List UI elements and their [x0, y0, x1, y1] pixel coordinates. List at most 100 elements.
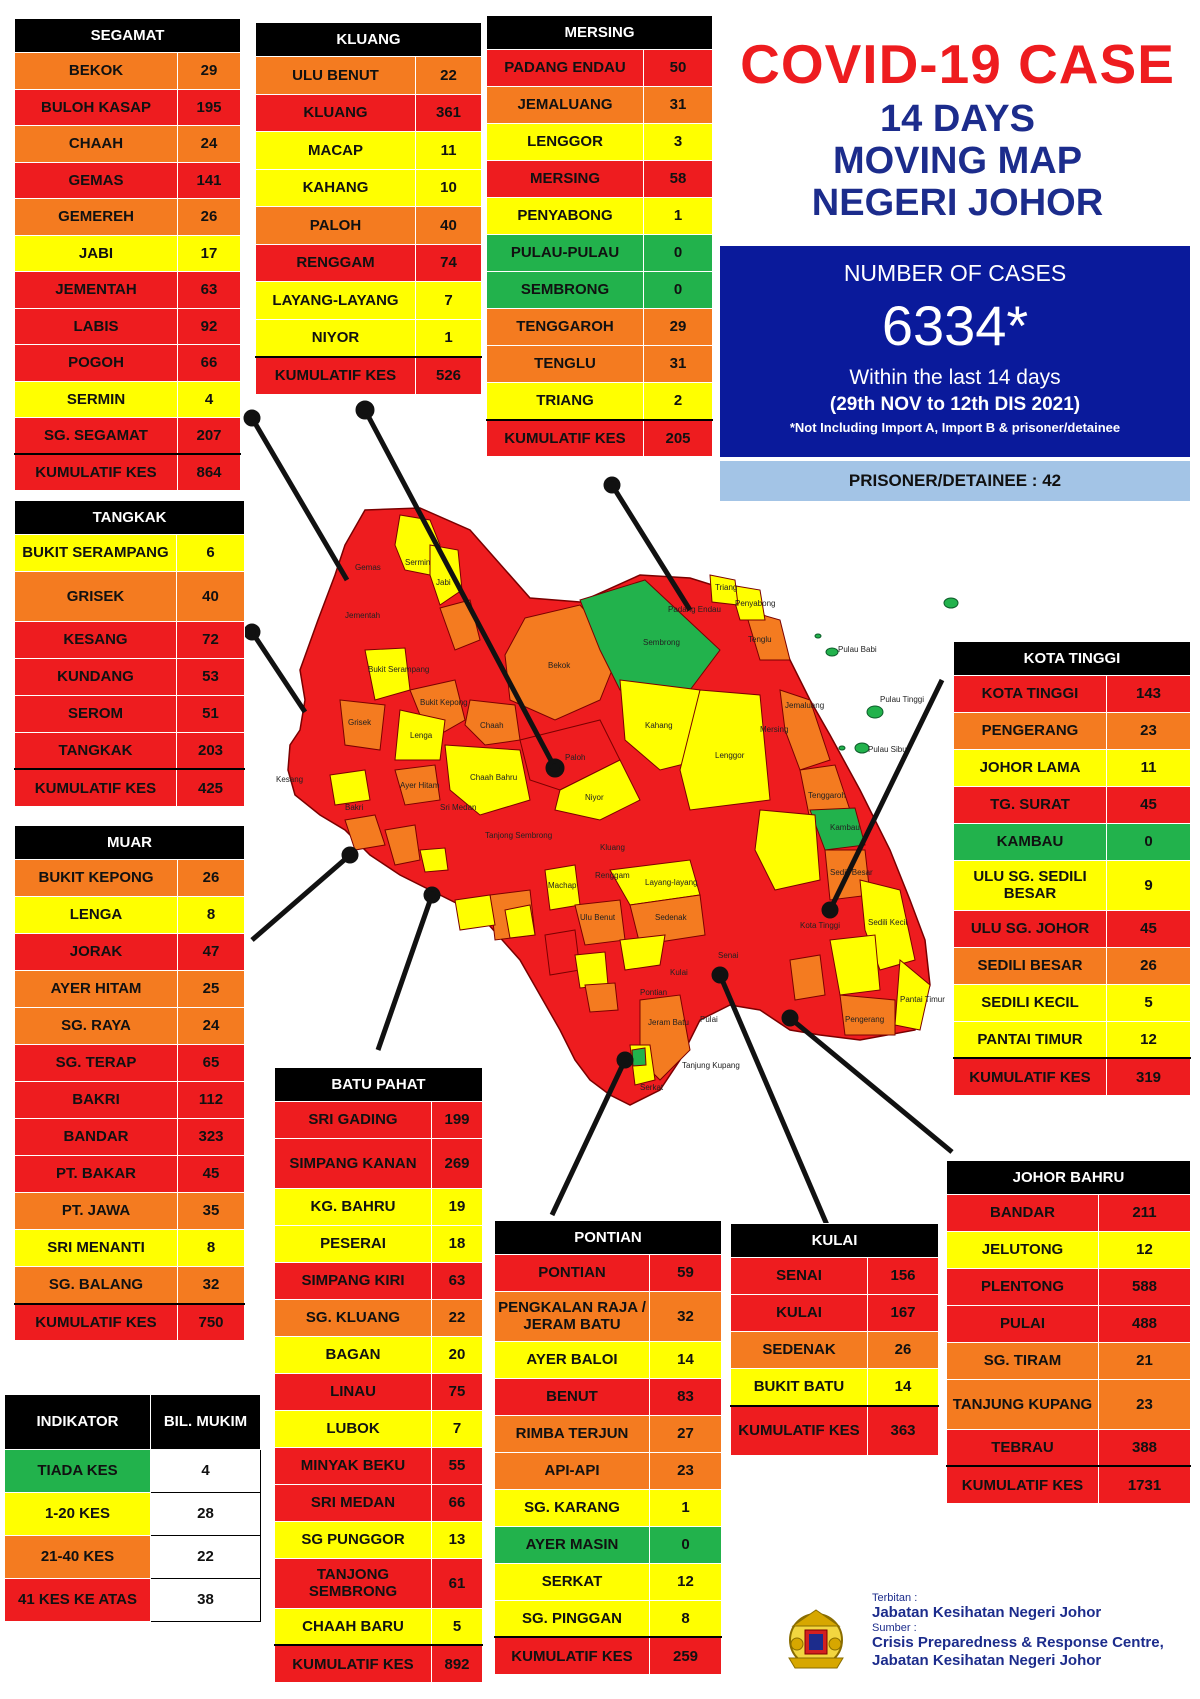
johor-crest-icon [788, 1609, 844, 1669]
mukim-row: BANDAR 323 [14, 1118, 245, 1156]
mukim-row: SG. RAYA 24 [14, 1007, 245, 1045]
mukim-name: KUMULATIF KES [14, 453, 178, 491]
region-macap[interactable] [544, 864, 581, 911]
region-lubok[interactable] [419, 847, 449, 873]
region-lenggor[interactable] [679, 689, 771, 811]
mukim-case-count: 23 [1098, 1379, 1191, 1430]
region-ayer-baloi[interactable] [574, 951, 609, 989]
source-line-1: Crisis Preparedness & Response Centre, [872, 1634, 1164, 1651]
region-kahang[interactable] [619, 679, 701, 771]
mukim-case-count: 11 [414, 131, 483, 170]
mukim-name: RIMBA TERJUN [494, 1414, 650, 1453]
mukim-row: POGOH 66 [14, 344, 242, 382]
mukim-case-count: 18 [431, 1224, 483, 1263]
region-ayer-masin[interactable] [631, 1047, 647, 1067]
district-title: KOTA TINGGI [952, 641, 1192, 676]
legend-count-41-plus: 38 [150, 1578, 261, 1622]
mukim-name: TANJONG SEMBRONG [274, 1557, 432, 1609]
mukim-row: JEMALUANG 31 [486, 86, 714, 124]
region-pengerang[interactable] [839, 994, 896, 1036]
mukim-case-count: 26 [177, 859, 245, 897]
mukim-case-count: 23 [1105, 712, 1192, 750]
region-bukit-batu[interactable] [619, 934, 666, 971]
region-tenglu[interactable] [744, 609, 791, 661]
mukim-row: KOTA TINGGI 143 [953, 675, 1192, 713]
mukim-case-count: 8 [649, 1599, 722, 1638]
mukim-name: TENGGAROH [486, 308, 644, 346]
mukim-row: PULAU-PULAU 0 [486, 234, 714, 272]
mukim-name: SG. RAYA [14, 1007, 178, 1045]
map-label-pulau-babi: Pulau Babi [838, 645, 877, 654]
island-pulau-babi [825, 647, 839, 657]
region-triang[interactable] [709, 574, 739, 606]
mukim-name: TEBRAU [946, 1428, 1099, 1467]
mukim-name: SG. BALANG [14, 1266, 178, 1304]
mukim-row: MACAP 11 [255, 131, 483, 170]
mukim-name: BULOH KASAP [14, 88, 178, 126]
mukim-name: PENGKALAN RAJA / JERAM BATU [494, 1291, 650, 1342]
mukim-case-count: 156 [866, 1257, 940, 1295]
table-kota-tinggi: KOTA TINGGI KOTA TINGGI 143 PENGERANG 23 JOHO… [952, 641, 1192, 1096]
mukim-name: NIYOR [255, 318, 416, 357]
mukim-name: SG. TIRAM [946, 1342, 1099, 1380]
mukim-row: SRI MENANTI 8 [14, 1229, 245, 1267]
mukim-name: SG. KARANG [494, 1488, 650, 1527]
mukim-name: SG. SEGAMAT [14, 417, 178, 455]
region-sri-menanti[interactable] [329, 769, 371, 806]
region-johor-lama[interactable] [829, 934, 881, 996]
region-penyabong[interactable] [729, 584, 766, 621]
region-bagan[interactable] [454, 894, 496, 931]
mukim-row: SG. TERAP 65 [14, 1044, 245, 1082]
mukim-row: LUBOK 7 [274, 1409, 483, 1448]
map-label-pulau-sibu: Pulau Sibu [868, 745, 907, 754]
mukim-row: TANGKAK 203 [14, 731, 246, 770]
region-jemaluang[interactable] [779, 689, 831, 771]
mukim-case-count: 361 [414, 93, 483, 132]
mukim-name: PULAI [946, 1305, 1099, 1343]
mukim-row: JOHOR LAMA 11 [953, 749, 1192, 787]
region-benut[interactable] [544, 929, 581, 976]
publisher-name: Jabatan Kesihatan Negeri Johor [872, 1604, 1102, 1621]
region-sg-balang[interactable] [384, 824, 421, 866]
map-label-pulau-tinggi: Pulau Tinggi [880, 695, 924, 704]
mukim-name: PULAU-PULAU [486, 234, 644, 272]
region-sg-tiram[interactable] [789, 954, 826, 1001]
mukim-name: JELUTONG [946, 1231, 1099, 1269]
mukim-row: BAGAN 20 [274, 1335, 483, 1374]
table-batu-pahat: BATU PAHAT SRI GADING 199 SIMPANG KANAN 269 K… [274, 1067, 483, 1683]
region-ulu-sg-sedili-besar[interactable] [754, 809, 821, 891]
mukim-name: LENGA [14, 896, 178, 934]
mukim-name: LABIS [14, 307, 178, 345]
mukim-case-count: 22 [414, 56, 483, 95]
mukim-name: SEDENAK [730, 1331, 868, 1369]
mukim-row: KULAI 167 [730, 1294, 940, 1332]
region-sg-punggor[interactable] [504, 904, 536, 939]
mukim-row: JORAK 47 [14, 933, 245, 971]
mukim-name: SG PUNGGOR [274, 1520, 432, 1559]
mukim-row: SRI MEDAN 66 [274, 1483, 483, 1522]
mukim-row: TANJUNG KUPANG 23 [946, 1379, 1191, 1430]
mukim-name: SG. TERAP [14, 1044, 178, 1082]
island-pulau-aur [814, 633, 822, 639]
mukim-name: PESERAI [274, 1224, 432, 1263]
mukim-case-count: 4 [176, 380, 242, 418]
region-grisek[interactable] [339, 699, 386, 751]
mukim-case-count: 19 [431, 1187, 483, 1226]
district-title: KLUANG [254, 22, 483, 57]
region-sedenak[interactable] [629, 894, 706, 946]
mukim-name: BUKIT BATU [730, 1368, 868, 1406]
region-pt-jawa[interactable] [344, 814, 386, 851]
region-niyor[interactable] [554, 759, 641, 821]
mukim-name: SEROM [14, 694, 177, 733]
mukim-case-count: 7 [431, 1409, 483, 1448]
mukim-name: KG. BAHRU [274, 1187, 432, 1226]
mukim-row: SG. SEGAMAT 207 [14, 417, 242, 455]
mukim-row: TEBRAU 388 [946, 1428, 1191, 1467]
mukim-row: MERSING 58 [486, 160, 714, 198]
district-title: BATU PAHAT [274, 1067, 483, 1102]
mukim-case-count: 47 [177, 933, 245, 971]
mukim-row: PESERAI 18 [274, 1224, 483, 1263]
mukim-case-count: 12 [1098, 1231, 1191, 1269]
region-api-api[interactable] [584, 982, 619, 1013]
mukim-case-count: 83 [649, 1377, 722, 1416]
